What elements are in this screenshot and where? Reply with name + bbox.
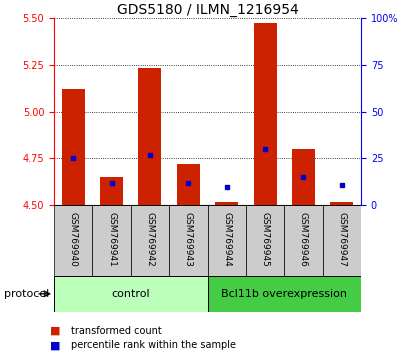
Bar bbox=[208, 276, 361, 312]
Text: GSM769940: GSM769940 bbox=[68, 212, 78, 267]
Text: ■: ■ bbox=[50, 326, 60, 336]
Bar bbox=[54, 205, 92, 276]
Text: GSM769944: GSM769944 bbox=[222, 212, 231, 267]
Bar bbox=[100, 177, 123, 205]
Title: GDS5180 / ILMN_1216954: GDS5180 / ILMN_1216954 bbox=[117, 3, 298, 17]
Text: GSM769946: GSM769946 bbox=[299, 212, 308, 267]
Bar bbox=[215, 201, 238, 205]
Bar bbox=[254, 23, 276, 205]
Bar bbox=[292, 149, 315, 205]
Bar bbox=[330, 201, 354, 205]
Bar bbox=[139, 68, 161, 205]
Text: control: control bbox=[111, 289, 150, 299]
Text: GSM769941: GSM769941 bbox=[107, 212, 116, 267]
Bar bbox=[62, 89, 85, 205]
Text: GSM769947: GSM769947 bbox=[337, 212, 347, 267]
Text: GSM769942: GSM769942 bbox=[145, 212, 154, 267]
Bar bbox=[323, 205, 361, 276]
Text: protocol: protocol bbox=[4, 289, 49, 299]
Text: percentile rank within the sample: percentile rank within the sample bbox=[71, 340, 236, 350]
Bar bbox=[246, 205, 284, 276]
Bar bbox=[284, 205, 323, 276]
Text: GSM769943: GSM769943 bbox=[184, 212, 193, 267]
Bar bbox=[208, 205, 246, 276]
Bar bbox=[93, 205, 131, 276]
Text: ■: ■ bbox=[50, 340, 60, 350]
Text: GSM769945: GSM769945 bbox=[261, 212, 270, 267]
Bar bbox=[54, 276, 208, 312]
Bar bbox=[177, 164, 200, 205]
Bar bbox=[169, 205, 208, 276]
Bar bbox=[131, 205, 169, 276]
Text: transformed count: transformed count bbox=[71, 326, 161, 336]
Text: Bcl11b overexpression: Bcl11b overexpression bbox=[221, 289, 347, 299]
